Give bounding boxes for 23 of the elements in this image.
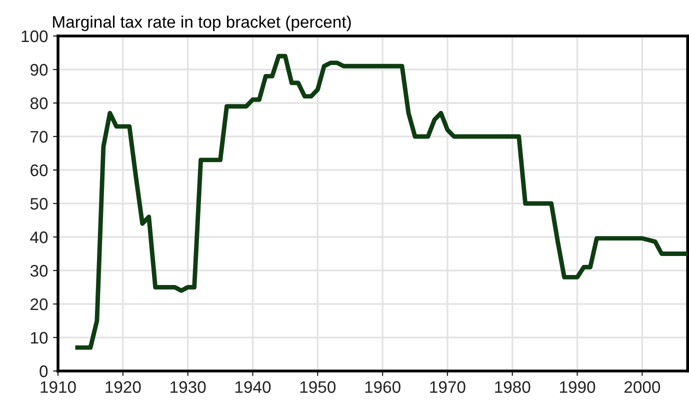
x-tick-label: 1930 xyxy=(170,381,206,393)
y-tick-label: 60 xyxy=(30,164,48,176)
x-tick-label: 1910 xyxy=(40,381,76,393)
y-tick-label: 50 xyxy=(30,198,48,210)
x-tick-label: 1980 xyxy=(495,381,530,393)
x-tick-label: 1990 xyxy=(560,381,596,393)
y-tick-label: 80 xyxy=(30,97,48,110)
y-tick-label: 20 xyxy=(30,298,48,310)
y-tick-label: 0 xyxy=(40,365,48,378)
x-tick-label: 1940 xyxy=(235,381,271,393)
x-tick-label: 1920 xyxy=(106,381,141,393)
y-tick-label: 30 xyxy=(30,264,48,277)
x-tick-label: 1950 xyxy=(300,381,336,393)
y-tick-label: 90 xyxy=(30,64,48,76)
x-tick-label: 2000 xyxy=(624,381,660,393)
x-tick-label: 1960 xyxy=(365,381,400,393)
y-tick-label: 100 xyxy=(22,30,48,42)
y-tick-label: 70 xyxy=(30,130,48,143)
y-tick-label: 40 xyxy=(30,231,48,244)
x-tick-label: 1970 xyxy=(430,381,466,393)
chart-title: Marginal tax rate in top bracket (percent) xyxy=(53,16,351,32)
line-series xyxy=(75,54,688,350)
y-tick-label: 10 xyxy=(31,332,48,344)
